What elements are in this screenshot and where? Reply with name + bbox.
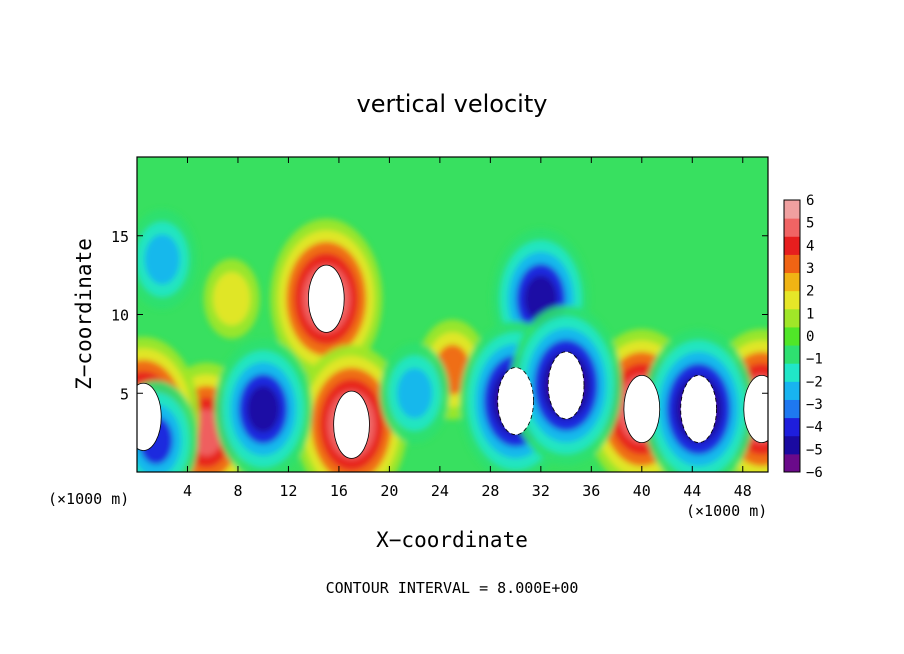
y-axis: 5 10 15 — [111, 228, 768, 403]
colorbar-segment — [784, 417, 800, 437]
x-tick-label: 36 — [582, 482, 600, 500]
colorbar-label: −5 — [806, 442, 823, 458]
colorbar-label: −4 — [806, 420, 823, 436]
y-axis-label: Z−coordinate — [72, 238, 96, 390]
y-tick-label: 10 — [111, 307, 129, 325]
colorbar-segment — [784, 218, 800, 237]
colorbar-segment — [784, 272, 800, 292]
colorbar-segment — [784, 363, 800, 382]
x-tick-label: 16 — [330, 482, 348, 500]
colorbar-label: 6 — [806, 193, 814, 209]
x-tick-label: 24 — [431, 482, 449, 500]
downdraft-level — [397, 368, 433, 419]
colorbar-label: 4 — [806, 238, 814, 254]
x-tick-label: 48 — [734, 482, 752, 500]
updraft-core — [743, 375, 768, 443]
colorbar-label: 5 — [806, 216, 814, 232]
colorbar-segment — [784, 236, 800, 255]
downdraft-core — [547, 351, 585, 420]
x-tick-label: 32 — [532, 482, 550, 500]
colorbar-label: −3 — [806, 397, 823, 413]
colorbar: 6 5 4 3 2 1 0 −1 −2 −3 −4 −5 −6 — [783, 193, 823, 481]
x-axis: 4 8 12 16 20 24 28 32 36 40 44 48 — [183, 157, 752, 500]
x-tick-label: 4 — [183, 482, 192, 500]
downdraft-core — [497, 367, 534, 436]
updraft-core — [623, 374, 661, 443]
colorbar-segment — [784, 453, 800, 473]
colorbar-label: −1 — [806, 352, 823, 368]
plot-area — [137, 157, 768, 472]
colorbar-segment — [784, 308, 800, 328]
y-tick-label: 15 — [111, 228, 129, 246]
updraft-core — [137, 382, 162, 451]
x-tick-label: 20 — [380, 482, 398, 500]
colorbar-segment — [784, 326, 800, 346]
downdraft-core — [680, 374, 717, 443]
core-regions — [137, 264, 768, 459]
colorbar-segment — [784, 254, 800, 274]
colorbar-label: 1 — [806, 306, 814, 322]
colorbar-segment — [784, 435, 800, 455]
updraft-core — [307, 264, 345, 333]
y-tick-label: 5 — [120, 385, 129, 403]
updraft-level — [212, 272, 251, 326]
x-unit-left: (×1000 m) — [48, 490, 129, 508]
x-unit-right: (×1000 m) — [686, 502, 767, 520]
colorbar-label: 2 — [806, 284, 814, 300]
x-tick-label: 12 — [279, 482, 297, 500]
downdraft-level — [144, 234, 180, 285]
colorbar-segment — [784, 290, 800, 310]
colorbar-segment — [784, 345, 800, 364]
updraft-core — [333, 390, 370, 459]
x-tick-label: 8 — [233, 482, 242, 500]
colorbar-label: 3 — [806, 261, 814, 277]
colorbar-segment — [784, 200, 800, 219]
x-axis-label: X−coordinate — [376, 528, 528, 552]
colorbar-segment — [784, 381, 800, 400]
x-tick-label: 40 — [633, 482, 651, 500]
contour-interval-note: CONTOUR INTERVAL = 8.000E+00 — [326, 579, 579, 597]
chart-title: vertical velocity — [357, 90, 548, 118]
downdraft-level — [246, 385, 280, 433]
colorbar-segment — [784, 399, 800, 419]
colorbar-label: −6 — [806, 465, 823, 481]
x-tick-label: 28 — [481, 482, 499, 500]
colorbar-frame — [783, 199, 801, 473]
colorbar-label: −2 — [806, 374, 823, 390]
x-tick-label: 44 — [683, 482, 701, 500]
colorbar-label: 0 — [806, 329, 814, 345]
